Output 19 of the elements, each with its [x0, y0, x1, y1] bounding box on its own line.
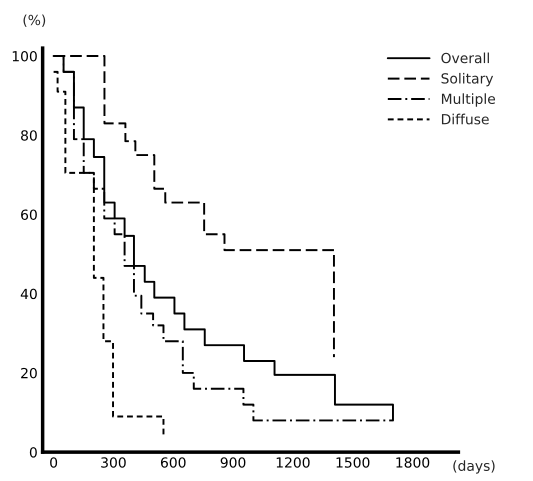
x-tick-label: 600 — [160, 457, 186, 468]
x-tick-label: 0 — [50, 457, 58, 468]
legend-label: Multiple — [442, 93, 496, 107]
y-tick-label: 0 — [30, 447, 37, 458]
y-tick-label: 80 — [21, 130, 37, 141]
x-tick-label: 300 — [101, 457, 126, 468]
y-tick-label: 40 — [20, 288, 37, 300]
y-tick-label: 20 — [21, 368, 37, 378]
x-tick-label: 900 — [220, 457, 246, 468]
x-tick-label: 1200 — [276, 457, 310, 468]
legend-label: Diffuse — [442, 114, 489, 124]
y-axis-title: (%) — [24, 14, 46, 27]
legend-label: Overall — [441, 52, 489, 64]
x-axis-title: (days) — [453, 460, 495, 474]
y-tick-label: 100 — [12, 50, 37, 62]
legend-label: Solitary — [442, 72, 494, 86]
y-tick-label: 60 — [21, 209, 37, 220]
x-tick-label: 1800 — [396, 457, 430, 468]
x-tick-label: 1500 — [336, 457, 370, 468]
